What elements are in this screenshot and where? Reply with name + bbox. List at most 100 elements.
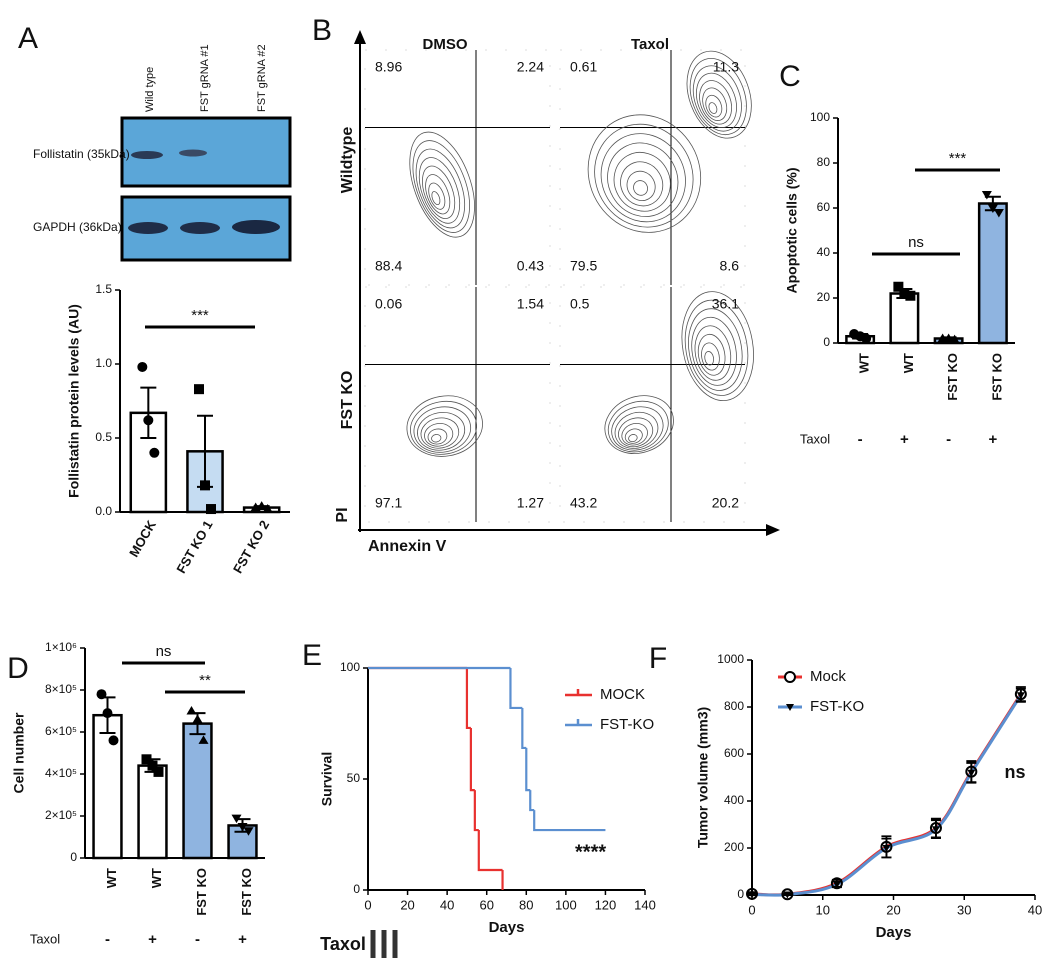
data-point: [1016, 692, 1025, 700]
significance-label: ***: [191, 307, 209, 324]
quadrant-value: 36.1: [712, 296, 739, 312]
quadrant-value: 0.43: [517, 258, 544, 274]
x-tick-label: 20: [400, 897, 414, 912]
y-tick-label: 100: [340, 660, 360, 674]
y-axis-title: Apoptotic cells (%): [784, 167, 800, 293]
arrow-head: [766, 524, 780, 536]
error-bar: [140, 386, 157, 439]
panel-label: B: [312, 14, 332, 47]
blot-band: [180, 222, 220, 234]
contour: [705, 94, 723, 118]
panel-label: C: [779, 60, 801, 93]
contour: [425, 174, 451, 215]
survival-step: [533, 810, 606, 832]
data-point: [748, 891, 756, 899]
significance-label: ***: [949, 150, 967, 167]
contour: [688, 308, 743, 391]
quadrant-value: 2.24: [517, 59, 544, 75]
x-tick-label: FST KO: [239, 868, 254, 916]
survival-step: [469, 727, 475, 792]
x-tick-label: 0: [748, 902, 755, 917]
survival-step: [509, 668, 523, 710]
quadrant-value: 43.2: [570, 495, 597, 511]
x-tick-label: FST KO 2: [230, 518, 272, 576]
y-tick-label: 8×10⁵: [45, 682, 77, 696]
data-point: [987, 204, 998, 213]
x-tick-label: FST KO: [194, 868, 209, 916]
y-tick-label: 1000: [717, 652, 744, 666]
data-point: [237, 823, 248, 832]
blot-band: [128, 222, 168, 234]
significance-label: ****: [575, 841, 606, 863]
data-point: [899, 288, 910, 299]
contour: [696, 72, 737, 128]
data-point: [262, 504, 273, 513]
contour: [614, 411, 659, 449]
contour: [418, 157, 461, 224]
contour: [699, 80, 733, 125]
contour: [697, 333, 726, 376]
contour: [686, 50, 752, 139]
survival-step: [465, 668, 471, 730]
growth-curve: [751, 693, 1023, 897]
contour: [417, 411, 466, 451]
flow-frame: [364, 49, 551, 286]
treatment-sign: +: [988, 431, 997, 448]
y-tick-label: 100: [810, 110, 830, 124]
contour: [431, 191, 441, 206]
bar: [137, 764, 168, 860]
data-point: [108, 735, 119, 746]
contour: [587, 114, 702, 233]
flow-frame: [559, 286, 746, 523]
data-point: [153, 766, 164, 777]
x-tick-label: 140: [634, 897, 656, 912]
bar: [129, 411, 168, 514]
legend-swatch: [565, 719, 592, 727]
survival-step: [521, 707, 527, 750]
x-tick-label: 80: [519, 897, 533, 912]
contour: [621, 422, 648, 446]
contour: [424, 423, 454, 447]
flow-axis-title: Annexin V: [368, 538, 447, 555]
data-point: [832, 881, 841, 889]
quadrant-value: 0.5: [570, 296, 590, 312]
contour: [420, 417, 460, 449]
contour: [413, 406, 472, 453]
contour: [607, 400, 669, 453]
treatment-label: Taxol: [800, 431, 830, 446]
survival-step: [477, 830, 503, 872]
blot-band: [232, 220, 280, 234]
panel-label: A: [18, 22, 38, 55]
bar: [182, 722, 213, 860]
arrow-head: [354, 30, 366, 44]
x-tick-label: FST KO 1: [173, 518, 215, 576]
bar: [889, 292, 920, 345]
contour: [415, 148, 466, 229]
treatment-sign: +: [900, 431, 909, 448]
contour: [613, 152, 671, 212]
band-label: Follistatin (35kDa): [33, 147, 130, 161]
contour: [692, 65, 742, 132]
y-tick-label: 80: [817, 155, 831, 169]
contour: [594, 123, 694, 228]
data-point: [861, 333, 872, 344]
x-tick-label: WT: [104, 868, 119, 888]
contour: [704, 351, 715, 366]
data-point: [893, 281, 904, 292]
data-point: [198, 735, 209, 744]
y-tick-label: 600: [724, 746, 744, 760]
data-point: [141, 754, 152, 765]
treatment-sign: +: [148, 931, 157, 948]
contour: [422, 165, 456, 219]
data-point: [905, 290, 916, 301]
data-point: [143, 415, 154, 426]
data-point: [147, 760, 158, 771]
y-tick-label: 0.0: [95, 504, 112, 518]
x-tick-label: FST KO: [989, 353, 1004, 401]
treatment-sign: -: [105, 931, 110, 948]
contour: [626, 170, 656, 201]
y-tick-label: 0.5: [95, 430, 112, 444]
y-tick-label: 20: [817, 290, 831, 304]
contour: [427, 428, 448, 445]
contour: [694, 325, 732, 381]
